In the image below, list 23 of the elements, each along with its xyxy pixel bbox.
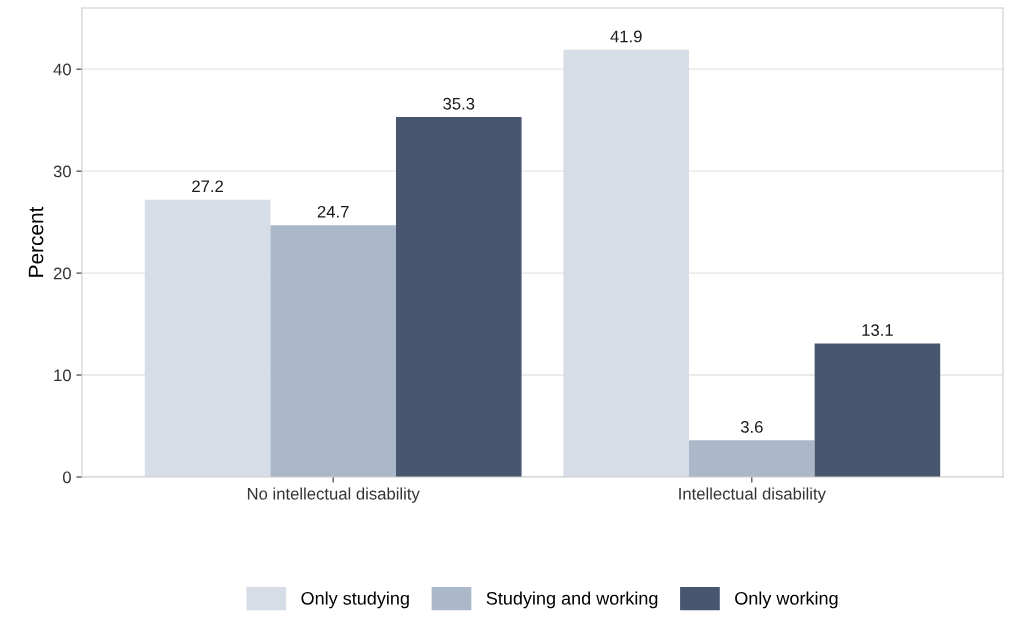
data-label: 3.6 xyxy=(740,421,763,433)
legend-label: Only studying xyxy=(301,591,409,609)
y-tick-label: 30 xyxy=(53,165,71,178)
y-axis-title: Percent xyxy=(28,206,44,277)
bar xyxy=(270,225,396,477)
y-tick-label: 40 xyxy=(53,63,71,76)
data-label: 13.1 xyxy=(862,324,893,336)
x-tick-label: Intellectual disability xyxy=(679,487,826,503)
legend-label: Studying and working xyxy=(486,591,658,609)
bar xyxy=(563,49,690,477)
legend-label: Only working xyxy=(735,591,838,609)
bar xyxy=(689,440,815,477)
data-label: 24.7 xyxy=(317,205,349,218)
bar xyxy=(144,199,271,477)
data-label: 35.3 xyxy=(443,97,475,110)
bar xyxy=(395,117,522,477)
data-label: 27.2 xyxy=(192,180,223,193)
y-tick-label: 10 xyxy=(54,369,71,382)
x-tick-label: No intellectual disability xyxy=(247,487,420,503)
y-tick-label: 0 xyxy=(62,471,71,484)
data-label: 41.9 xyxy=(610,30,642,43)
bar xyxy=(814,343,941,477)
y-tick-label: 20 xyxy=(53,267,71,280)
